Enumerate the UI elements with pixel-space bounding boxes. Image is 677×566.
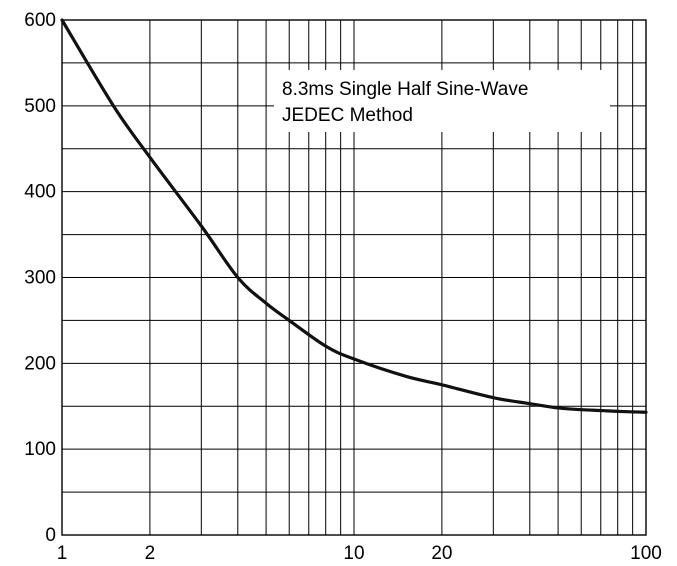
y-axis-ticks: 0 100 200 300 400 500 600 — [24, 10, 56, 546]
y-tick-label: 300 — [24, 268, 56, 289]
y-tick-label: 100 — [24, 439, 56, 460]
y-tick-label: 0 — [45, 525, 56, 546]
x-tick-label: 2 — [145, 543, 156, 564]
annotation: 8.3ms Single Half Sine-Wave JEDEC Method — [274, 70, 610, 132]
y-tick-label: 600 — [24, 10, 56, 31]
annotation-box — [274, 70, 610, 132]
y-tick-label: 500 — [24, 96, 56, 117]
annotation-line-2: JEDEC Method — [282, 105, 413, 126]
y-tick-label: 400 — [24, 182, 56, 203]
plot-frame — [61, 19, 647, 536]
x-tick-label: 100 — [630, 543, 662, 564]
annotation-line-1: 8.3ms Single Half Sine-Wave — [282, 79, 528, 100]
series-line-0 — [60, 18, 648, 414]
x-tick-label: 10 — [343, 543, 364, 564]
y-tick-label: 200 — [24, 353, 56, 374]
x-tick-label: 1 — [57, 543, 68, 564]
x-tick-label: 20 — [431, 543, 452, 564]
x-axis-ticks: 1 2 10 20 100 — [57, 543, 662, 564]
series-group — [60, 18, 648, 414]
